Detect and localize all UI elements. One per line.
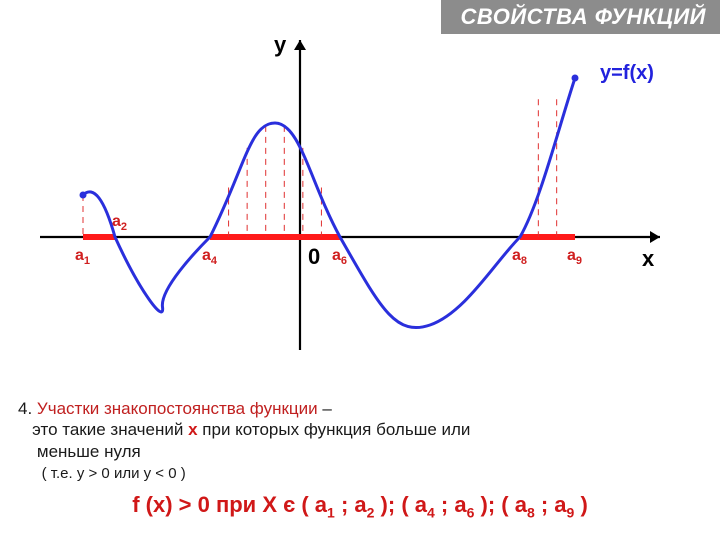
- x-axis-label: х: [642, 246, 654, 272]
- item-number: 4.: [18, 399, 32, 418]
- function-plot: [0, 0, 720, 370]
- tick-a6: a6: [332, 247, 347, 267]
- definition-body-1: это такие значений: [32, 420, 188, 439]
- origin-label: 0: [308, 244, 320, 270]
- definition-body-4: ( т.е. y > 0 или y < 0 ): [42, 465, 186, 482]
- function-label: y=f(x): [600, 62, 654, 85]
- definition-title: Участки знакопостоянства функции: [37, 399, 318, 418]
- tick-a1: a1: [75, 247, 90, 267]
- definition-text: 4. Участки знакопостоянства функции – эт…: [18, 398, 698, 484]
- definition-dash: –: [318, 399, 332, 418]
- tick-a4: a4: [202, 247, 217, 267]
- result-expression: f (x) > 0 при Х є ( a1 ; a2 ); ( a4 ; a6…: [10, 492, 710, 520]
- tick-a2: a2: [112, 213, 127, 233]
- y-axis-label: у: [274, 32, 286, 58]
- definition-x: х: [188, 420, 202, 439]
- definition-body-3: меньше нуля: [37, 442, 141, 461]
- definition-body-2: при которых функция больше или: [202, 420, 470, 439]
- tick-a9: a9: [567, 247, 582, 267]
- tick-a8: a8: [512, 247, 527, 267]
